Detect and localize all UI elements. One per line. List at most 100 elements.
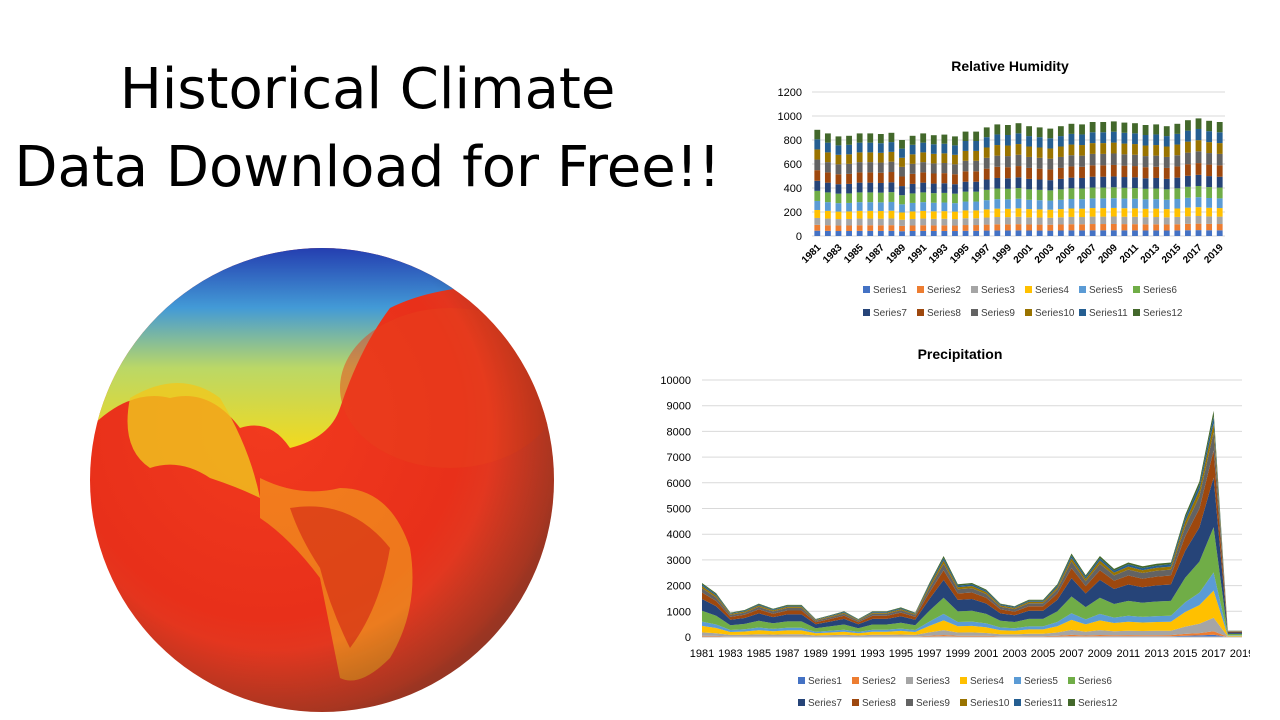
bar-segment xyxy=(952,174,958,185)
bar-segment xyxy=(1174,198,1181,209)
bar-segment xyxy=(877,143,884,153)
bar-segment xyxy=(930,173,937,184)
bar-segment xyxy=(1185,175,1191,187)
area-series-series9 xyxy=(702,432,1242,632)
x-tick-label: 1997 xyxy=(917,648,941,660)
bar-segment xyxy=(920,202,927,211)
bar-segment xyxy=(824,182,831,193)
bar-segment xyxy=(856,192,863,203)
bar-segment xyxy=(1132,216,1138,225)
x-tick-label: 1999 xyxy=(991,242,1015,266)
bar-segment xyxy=(1132,144,1138,155)
legend-swatch-series2 xyxy=(917,286,924,293)
legend-swatch-series1 xyxy=(798,677,805,684)
y-tick-label: 1200 xyxy=(778,87,802,99)
bar-segment xyxy=(1195,140,1202,152)
bar-segment xyxy=(952,231,958,236)
bar-segment xyxy=(899,195,905,205)
bar-segment xyxy=(846,225,852,231)
bar-segment xyxy=(930,183,937,194)
bar-segment xyxy=(1163,156,1170,168)
legend-swatch-series6 xyxy=(1068,677,1075,684)
bar-segment xyxy=(846,163,852,174)
legend-swatch-series4 xyxy=(1025,286,1032,293)
bar-segment xyxy=(867,182,874,193)
bar-segment xyxy=(1057,146,1064,157)
bar-segment xyxy=(1110,187,1117,199)
bar-segment xyxy=(941,183,948,193)
bar-segment xyxy=(920,172,927,183)
x-tick-label: 2019 xyxy=(1230,648,1250,660)
bar-segment xyxy=(983,127,990,138)
bar-segment xyxy=(899,231,905,236)
bar-segment xyxy=(1047,148,1054,159)
x-tick-label: 1989 xyxy=(885,242,909,266)
bar-segment xyxy=(867,218,874,226)
bar-segment xyxy=(1153,217,1160,225)
bar-segment xyxy=(877,162,884,173)
x-tick-label: 2015 xyxy=(1160,242,1184,266)
bar-segment xyxy=(1195,186,1202,198)
bar-segment xyxy=(835,203,842,212)
bar-segment xyxy=(846,154,852,164)
bar-segment xyxy=(930,211,937,219)
bar-segment xyxy=(983,217,990,225)
x-tick-label: 1989 xyxy=(803,648,827,660)
bar-segment xyxy=(1089,230,1096,236)
bar-segment xyxy=(888,192,895,202)
bar-segment xyxy=(824,142,831,153)
bar-segment xyxy=(1153,199,1160,209)
bar-segment xyxy=(814,129,821,140)
bar-segment xyxy=(856,142,863,153)
bar-segment xyxy=(1206,153,1213,165)
chart-title: Relative Humidity xyxy=(951,58,1069,74)
bar-segment xyxy=(1004,217,1011,225)
x-tick-label: 1993 xyxy=(927,242,951,266)
x-tick-label: 1991 xyxy=(906,242,930,266)
bar-segment xyxy=(983,157,990,169)
y-tick-label: 5000 xyxy=(667,504,691,516)
bar-segment xyxy=(1185,186,1191,198)
bar-segment xyxy=(1089,187,1096,199)
y-tick-label: 800 xyxy=(784,135,802,147)
bar-segment xyxy=(994,224,1001,231)
bar-segment xyxy=(888,210,895,219)
bar-segment xyxy=(1068,208,1075,217)
bar-segment xyxy=(1089,122,1096,133)
bar-segment xyxy=(983,147,990,158)
bar-segment xyxy=(899,219,905,226)
bar-segment xyxy=(1036,224,1043,231)
bar-segment xyxy=(1015,133,1022,145)
area-series-series8 xyxy=(702,450,1242,633)
bar-segment xyxy=(1089,143,1096,154)
bar-segment xyxy=(888,151,895,162)
bar-segment xyxy=(1100,198,1107,209)
bar-segment xyxy=(952,184,958,194)
bar-segment xyxy=(973,201,980,211)
bar-segment xyxy=(1089,224,1096,231)
bar-segment xyxy=(1004,145,1011,157)
bar-segment xyxy=(1195,197,1202,208)
bar-segment xyxy=(814,230,821,236)
bar-segment xyxy=(1026,156,1033,168)
legend-label-series2: Series2 xyxy=(862,676,896,687)
bar-segment xyxy=(1163,209,1170,218)
bar-segment xyxy=(1079,188,1085,200)
bar-segment xyxy=(909,218,916,226)
bar-segment xyxy=(1100,187,1107,199)
bar-segment xyxy=(1089,208,1096,217)
bar-segment xyxy=(1036,230,1043,236)
bar-segment xyxy=(1036,217,1043,225)
bar-segment xyxy=(983,168,990,180)
bar-segment xyxy=(1174,188,1181,199)
earth-temperature-globe-icon xyxy=(90,248,554,712)
bar-segment xyxy=(1132,133,1138,145)
bar-segment xyxy=(1068,144,1075,156)
bar-segment xyxy=(994,145,1001,156)
legend-swatch-series2 xyxy=(852,677,859,684)
bar-segment xyxy=(824,192,831,203)
bar-segment xyxy=(856,182,863,193)
bar-segment xyxy=(1047,217,1054,225)
bar-segment xyxy=(1132,224,1138,231)
bar-segment xyxy=(930,153,937,164)
